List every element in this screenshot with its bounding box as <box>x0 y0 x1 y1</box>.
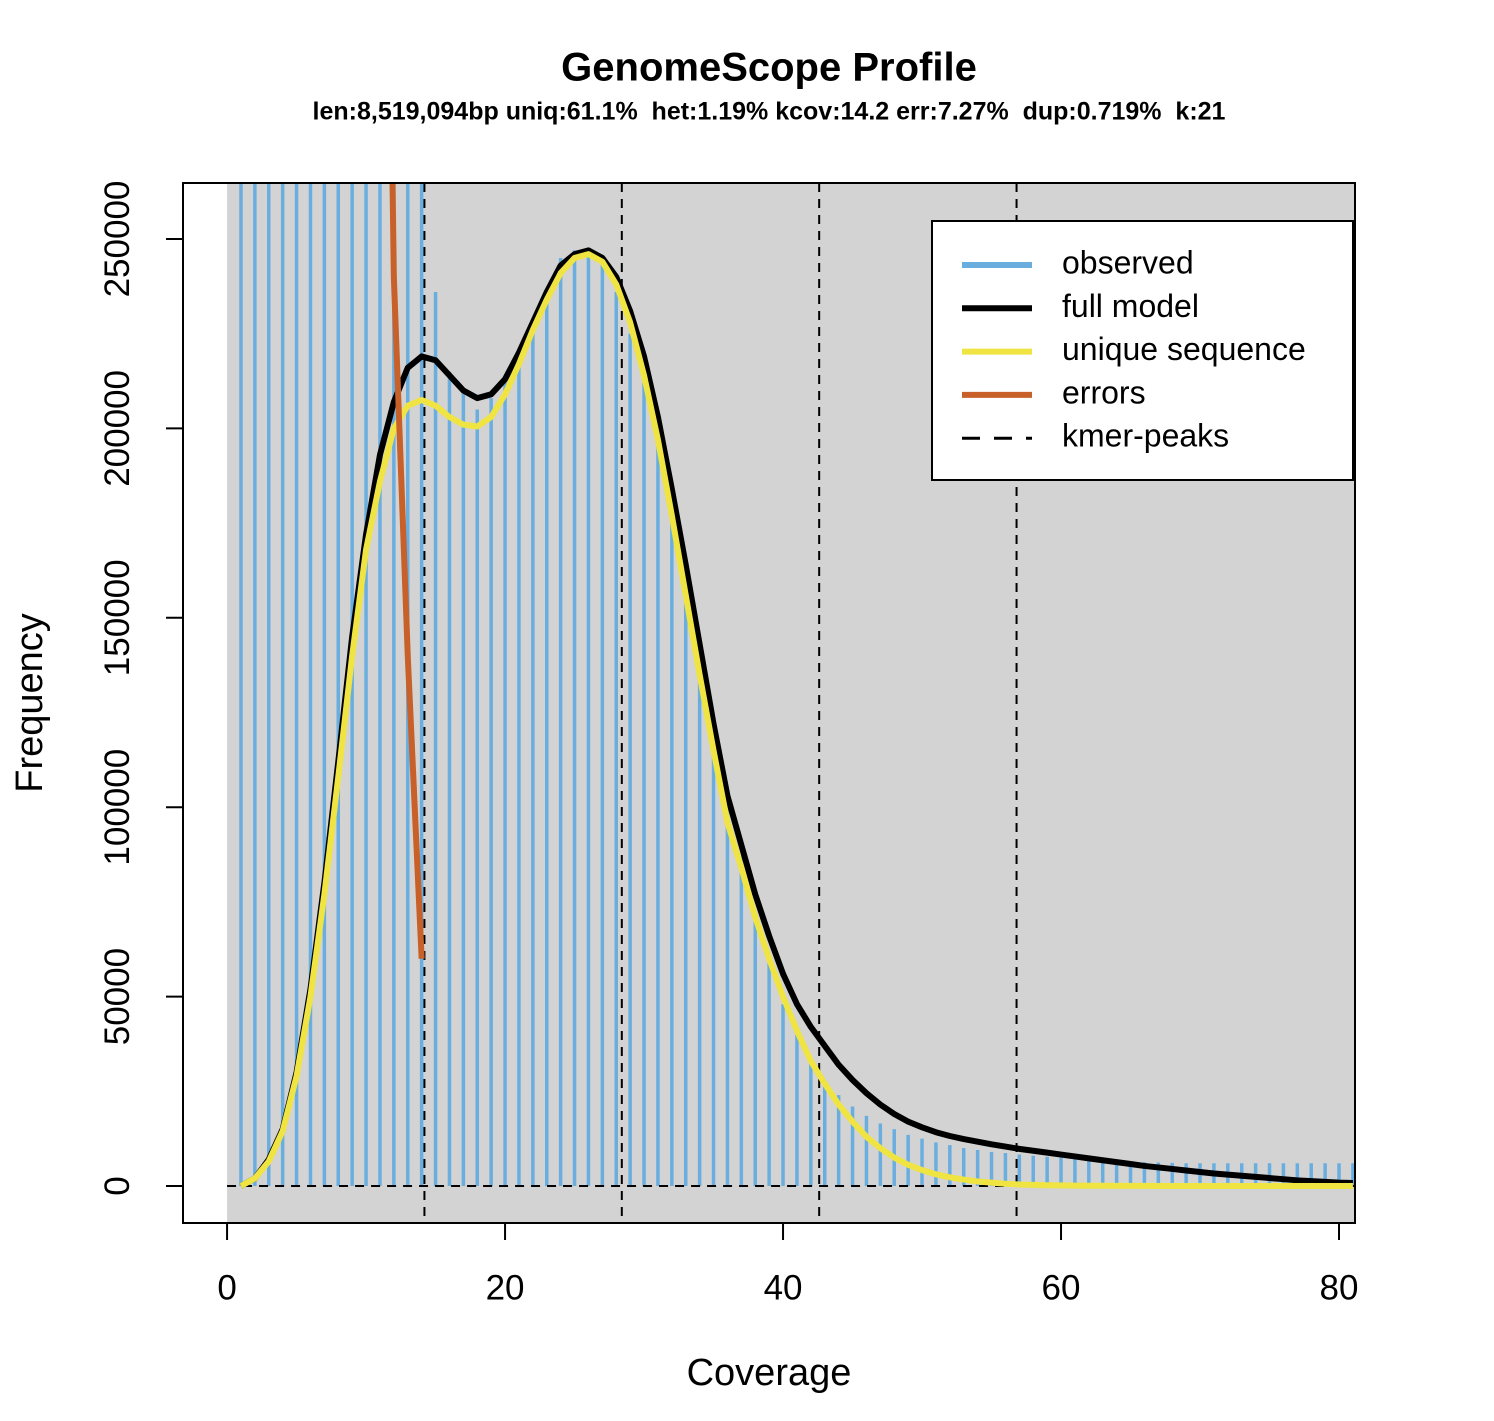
x-tick-label: 80 <box>1320 1268 1359 1307</box>
legend-label: unique sequence <box>1062 331 1306 367</box>
y-tick-label: 150000 <box>98 559 137 676</box>
legend-label: observed <box>1062 244 1194 280</box>
x-axis-label: Coverage <box>687 1352 852 1394</box>
legend-label: full model <box>1062 288 1199 324</box>
model-line <box>239 251 1353 1189</box>
chart-subtitle: len:8,519,094bp uniq:61.1% het:1.19% kco… <box>313 98 1226 126</box>
y-axis-label: Frequency <box>9 613 51 793</box>
x-tick-label: 20 <box>486 1268 525 1307</box>
y-tick-label: 200000 <box>98 370 137 487</box>
overlay: 0 20 40 60 80 0 50000 100000 150000 200000 250000 o… <box>98 181 1358 1308</box>
model-line <box>239 247 1354 1189</box>
model-line <box>389 183 425 959</box>
y-tick-label: 0 <box>98 1176 137 1195</box>
y-tick-label: 100000 <box>98 749 137 866</box>
y-tick-label: 50000 <box>98 948 137 1045</box>
chart-title: GenomeScope Profile <box>561 46 977 90</box>
x-tick-label: 40 <box>764 1268 803 1307</box>
legend-label: errors <box>1062 374 1146 410</box>
x-tick-label: 60 <box>1042 1268 1081 1307</box>
y-tick-label: 250000 <box>98 181 137 298</box>
legend-label: kmer-peaks <box>1062 418 1229 454</box>
x-tick-label: 0 <box>217 1268 236 1307</box>
